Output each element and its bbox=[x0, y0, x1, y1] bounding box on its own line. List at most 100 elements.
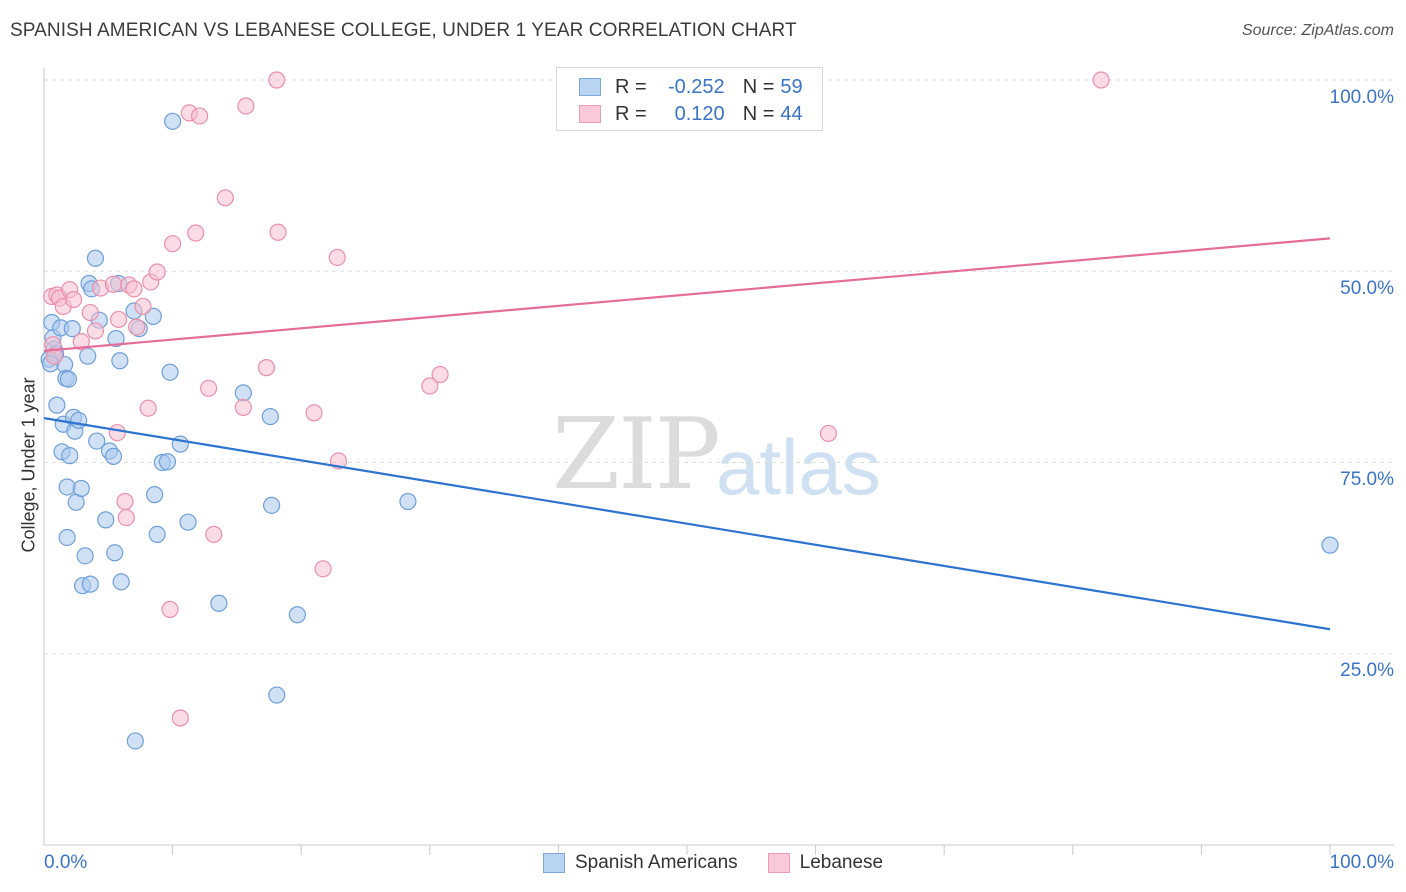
lebanese-point bbox=[81, 303, 99, 322]
series-legend: Spanish Americans Lebanese bbox=[543, 852, 913, 874]
y-tick-label-50: 75.0% bbox=[1340, 469, 1394, 490]
spanish-american-point bbox=[70, 411, 88, 430]
spanish-american-point bbox=[107, 329, 125, 348]
spanish-american-point bbox=[111, 352, 129, 370]
lebanese-point bbox=[431, 365, 449, 384]
spanish-american-point bbox=[59, 370, 78, 388]
spanish-american-point bbox=[63, 320, 81, 338]
legend-n-value: 59 bbox=[780, 75, 803, 98]
legend-n-value: 44 bbox=[780, 102, 803, 125]
lebanese-point bbox=[819, 424, 838, 443]
lebanese-point bbox=[86, 322, 105, 340]
lebanese-point bbox=[268, 71, 286, 89]
lebanese-point bbox=[1092, 71, 1110, 89]
trend-layer bbox=[43, 237, 1331, 631]
grid-layer bbox=[44, 79, 1394, 655]
legend-swatch-blue bbox=[543, 853, 565, 873]
source-credit: Source: ZipAtlas.com bbox=[1241, 22, 1394, 39]
lebanese-point bbox=[421, 377, 439, 395]
spanish-american-point bbox=[158, 453, 177, 471]
y-tick-label-25: 25.0% bbox=[1340, 660, 1394, 681]
lebanese-point bbox=[125, 280, 143, 298]
spanish-american-point bbox=[72, 479, 90, 498]
spanish-american-point bbox=[1321, 536, 1339, 554]
spanish-american-point bbox=[288, 606, 306, 624]
lebanese-point bbox=[127, 318, 146, 336]
y-tick-label-100: 100.0% bbox=[1329, 87, 1394, 108]
lebanese-point bbox=[305, 404, 323, 422]
spanish-american-point bbox=[261, 408, 279, 426]
legend-row-spanish-americans: R = -0.252 N = 59 bbox=[579, 74, 803, 100]
spanish-american-trendline bbox=[43, 417, 1331, 631]
axis-layer bbox=[43, 68, 1394, 855]
watermark-atlas: atlas bbox=[716, 423, 881, 511]
legend-n-label: N = bbox=[742, 75, 775, 98]
legend-item-label: Spanish Americans bbox=[575, 852, 738, 873]
lebanese-point bbox=[328, 248, 346, 267]
lebanese-point bbox=[161, 600, 179, 618]
lebanese-point bbox=[200, 379, 218, 397]
spanish-american-point bbox=[81, 575, 99, 593]
spanish-american-point bbox=[48, 396, 66, 414]
lebanese-point bbox=[108, 424, 126, 442]
y-tick-label-75: 50.0% bbox=[1340, 278, 1394, 299]
legend-swatch-blue bbox=[579, 78, 601, 96]
lebanese-point bbox=[216, 189, 234, 207]
spanish-american-point bbox=[263, 496, 281, 514]
legend-r-label: R = bbox=[615, 102, 647, 125]
spanish-american-point bbox=[58, 478, 76, 496]
lebanese-point bbox=[64, 290, 83, 309]
spanish-american-point bbox=[148, 525, 166, 544]
legend-item-label: Lebanese bbox=[799, 852, 884, 873]
spanish-american-point bbox=[399, 492, 417, 511]
legend-r-label: R = bbox=[615, 75, 647, 98]
spanish-american-point bbox=[268, 686, 286, 704]
lebanese-point bbox=[164, 235, 182, 253]
lebanese-point bbox=[116, 492, 134, 511]
spanish-american-point bbox=[210, 594, 228, 612]
spanish-american-point bbox=[126, 732, 144, 750]
legend-r-value: 0.120 bbox=[674, 102, 725, 125]
spanish-american-point bbox=[145, 486, 164, 504]
legend-item-lebanese[interactable]: Lebanese bbox=[767, 852, 884, 874]
lebanese-point bbox=[45, 347, 63, 365]
spanish-american-point bbox=[58, 528, 76, 547]
lebanese-trendline bbox=[43, 237, 1331, 352]
spanish-american-point bbox=[79, 347, 97, 365]
lebanese-point bbox=[191, 107, 209, 125]
lebanese-point bbox=[269, 223, 287, 241]
points-layer bbox=[40, 71, 1339, 750]
lebanese-point bbox=[237, 97, 255, 115]
correlation-legend: R = -0.252 N = 59 R = 0.120 N = 44 bbox=[556, 67, 823, 131]
spanish-american-point bbox=[234, 384, 252, 402]
spanish-american-point bbox=[179, 513, 197, 531]
lebanese-point bbox=[314, 560, 332, 578]
lebanese-point bbox=[134, 297, 152, 316]
spanish-american-point bbox=[86, 249, 105, 267]
lebanese-point bbox=[205, 525, 223, 544]
lebanese-point bbox=[104, 275, 123, 293]
spanish-american-point bbox=[104, 447, 123, 465]
spanish-american-point bbox=[161, 363, 179, 381]
lebanese-point bbox=[171, 709, 189, 727]
chart-title: SPANISH AMERICAN VS LEBANESE COLLEGE, UN… bbox=[10, 20, 797, 41]
spanish-american-point bbox=[164, 112, 182, 130]
legend-swatch-pink bbox=[767, 853, 790, 873]
legend-swatch-pink bbox=[579, 105, 601, 123]
legend-row-lebanese: R = 0.120 N = 44 bbox=[579, 101, 803, 127]
lebanese-point bbox=[117, 508, 135, 527]
spanish-american-point bbox=[61, 447, 79, 465]
watermark-zip: ZIP bbox=[552, 398, 721, 512]
lebanese-point bbox=[139, 399, 157, 417]
x-tick-label-min: 0.0% bbox=[44, 852, 88, 873]
legend-item-spanish-americans[interactable]: Spanish Americans bbox=[543, 852, 738, 874]
lebanese-point bbox=[72, 333, 90, 351]
lebanese-point bbox=[148, 263, 166, 281]
lebanese-point bbox=[109, 310, 128, 329]
spanish-american-point bbox=[112, 573, 130, 591]
x-tick-label-max: 100.0% bbox=[1329, 852, 1394, 873]
lebanese-point bbox=[234, 398, 252, 417]
legend-r-value: -0.252 bbox=[667, 75, 725, 98]
y-axis-label: College, Under 1 year bbox=[18, 377, 39, 553]
